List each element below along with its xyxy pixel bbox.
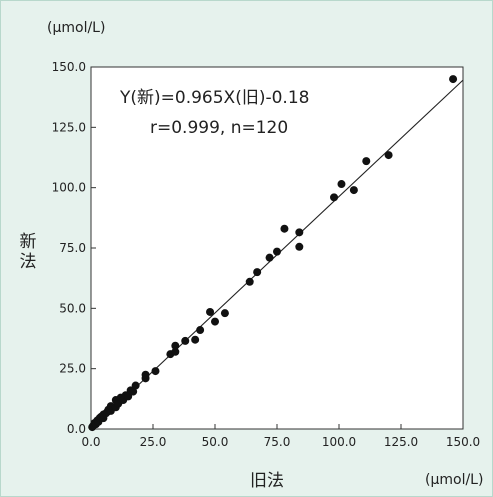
data-point [151, 367, 160, 376]
y-tick-label: 75.0 [59, 241, 86, 255]
x-tick-label: 25.0 [140, 435, 167, 449]
regression-equation: Y(新)=0.965X(旧)-0.18 [119, 88, 309, 108]
data-point [384, 151, 393, 160]
data-point [265, 253, 274, 262]
data-point [196, 326, 205, 335]
data-point [129, 387, 138, 396]
x-tick-label: 75.0 [264, 435, 291, 449]
data-point [273, 247, 281, 256]
correlation-label: r=0.999, n=120 [150, 118, 288, 138]
data-point [245, 277, 254, 286]
data-point [253, 268, 262, 277]
data-point [330, 193, 339, 202]
data-point [220, 309, 229, 318]
data-point [295, 242, 304, 251]
data-point [211, 317, 219, 326]
data-point [449, 75, 458, 84]
data-point [349, 186, 358, 195]
data-point [131, 381, 140, 390]
data-point [181, 336, 190, 345]
y-tick-label: 50.0 [59, 301, 86, 315]
data-point [141, 370, 150, 379]
data-point [295, 228, 304, 237]
axis-ticks: 0.0 25.0 50.0 75.0 100.0 125.0 150.0 0.0 25.0 50.… [52, 60, 481, 449]
data-point [171, 341, 180, 350]
y-tick-label: 100.0 [52, 181, 86, 195]
data-point [191, 335, 200, 344]
x-axis-unit: (μmol/L) [425, 472, 484, 488]
data-point [337, 180, 346, 189]
y-tick-label: 0.0 [67, 422, 86, 436]
x-tick-label: 100.0 [322, 435, 356, 449]
data-points [88, 75, 458, 432]
x-tick-label: 0.0 [81, 435, 100, 449]
y-tick-label: 125.0 [52, 120, 86, 134]
x-axis-label: 旧法 [250, 471, 284, 491]
x-tick-label: 150.0 [446, 435, 480, 449]
data-point [362, 157, 371, 166]
data-point [206, 307, 215, 316]
data-point [171, 347, 180, 356]
y-axis-label: 新法 [19, 232, 37, 272]
y-tick-label: 25.0 [59, 362, 86, 376]
y-tick-label: 150.0 [52, 60, 86, 74]
x-tick-label: 125.0 [384, 435, 418, 449]
y-axis-unit: (μmol/L) [47, 20, 106, 36]
data-point [280, 224, 289, 233]
x-tick-label: 50.0 [202, 435, 229, 449]
data-point [124, 392, 133, 401]
